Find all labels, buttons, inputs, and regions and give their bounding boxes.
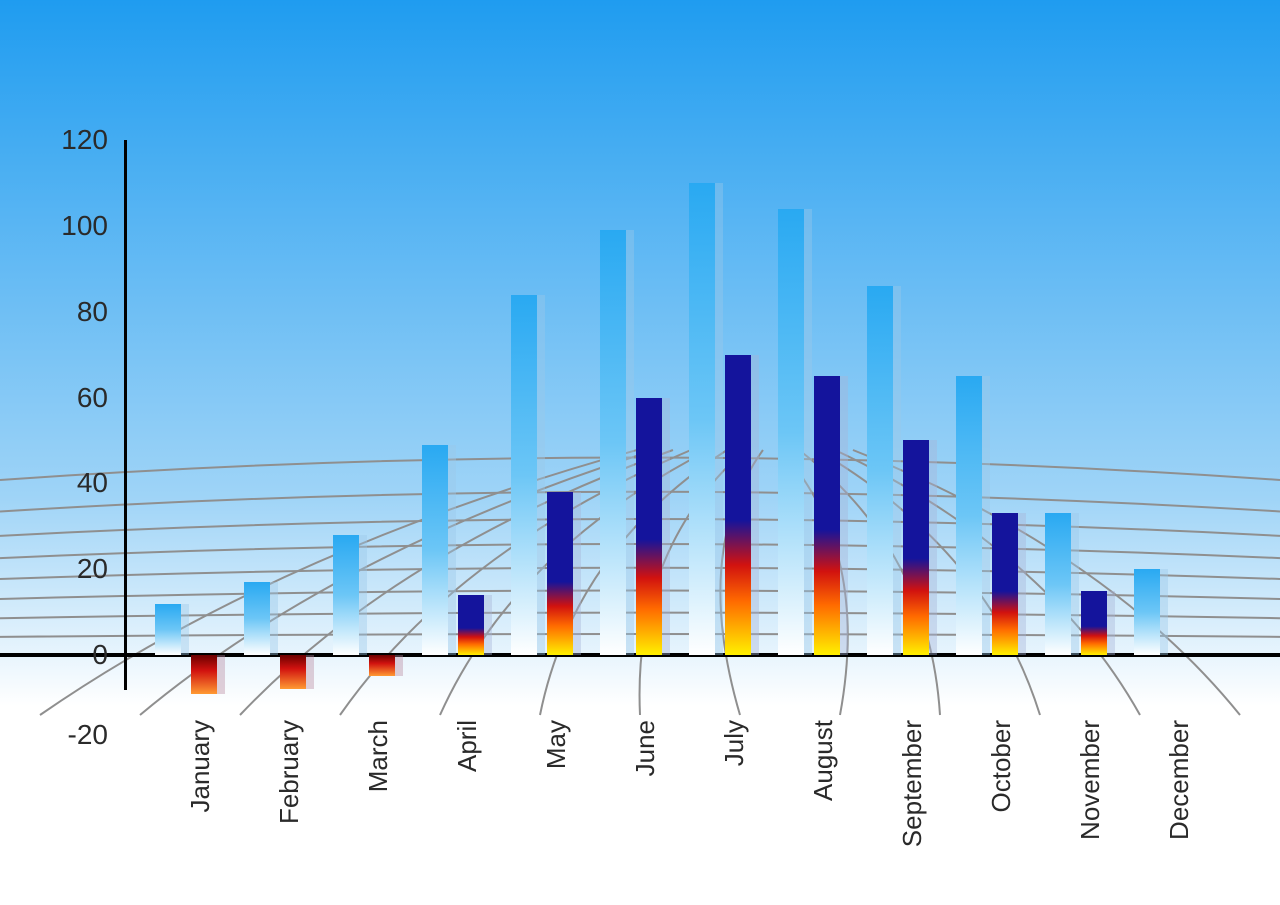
x-tick-label: June	[630, 720, 661, 776]
x-tick-label: April	[452, 720, 483, 772]
x-tick-label: November	[1075, 720, 1106, 840]
x-tick-label: February	[274, 720, 305, 824]
x-tick-label: August	[808, 720, 839, 801]
x-tick-label: October	[986, 720, 1017, 813]
x-tick-label: March	[363, 720, 394, 792]
x-tick-label: May	[541, 720, 572, 769]
x-tick-label: January	[185, 720, 216, 813]
x-tick-label: July	[719, 720, 750, 766]
chart-stage: -20020406080100120 JanuaryFebruaryMarchA…	[0, 0, 1280, 905]
x-tick-labels: January February March April May June July Augu…	[0, 0, 1280, 905]
x-tick-label: December	[1164, 720, 1195, 840]
x-tick-label: September	[897, 720, 928, 847]
